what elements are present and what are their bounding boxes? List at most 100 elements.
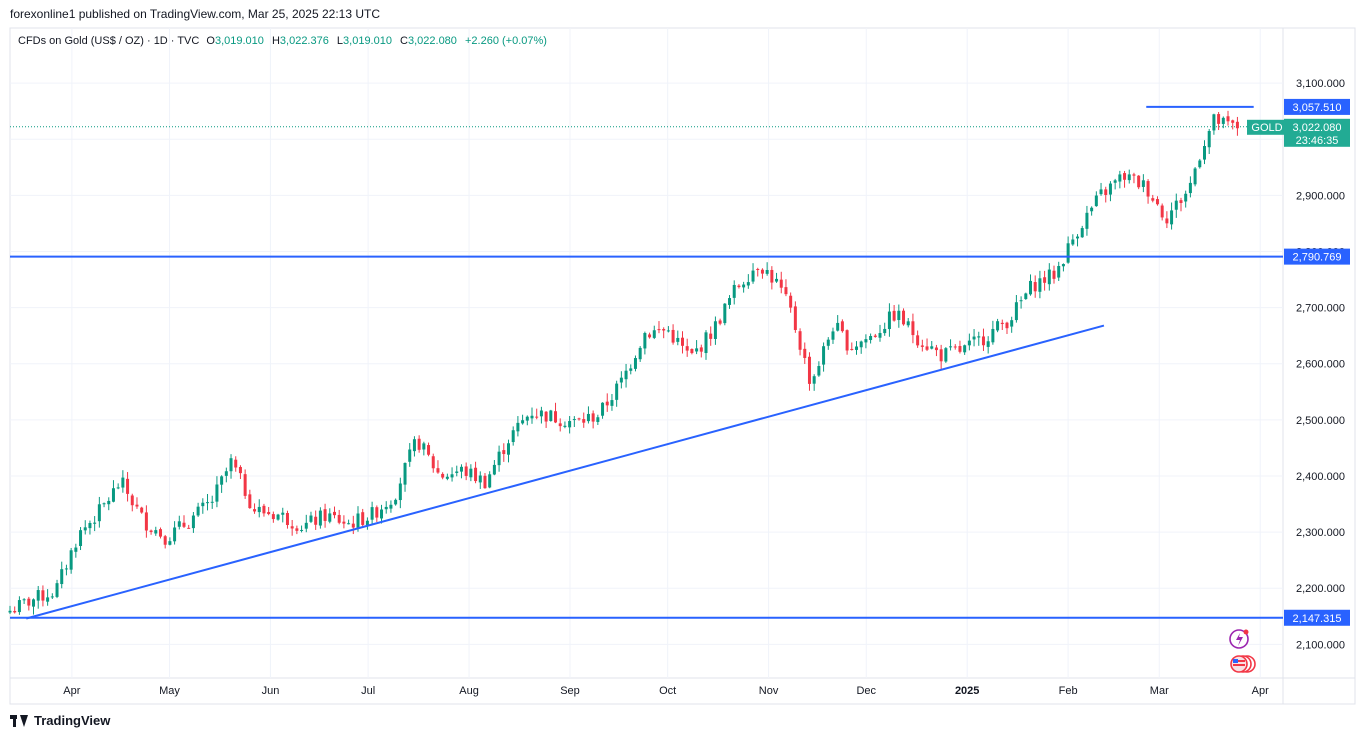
candle-body [610,400,614,406]
candle-body [351,523,355,528]
candle-body [1066,243,1070,263]
candle-body [1212,114,1216,131]
level-price-label: 3,057.510 [1293,102,1342,114]
y-tick-label: 3,100.000 [1296,78,1345,90]
x-tick-label: Nov [759,685,779,697]
candle-body [539,410,543,417]
candle-body [586,413,590,422]
high-value: 3,022.376 [279,35,329,47]
candle-body [836,322,840,331]
candle-body [544,411,548,422]
candle-body [126,478,130,494]
candle-body [88,523,92,529]
candle-body [812,376,816,384]
us-flag-events-icon[interactable] [1230,655,1256,673]
candle-body [1235,121,1239,129]
candle-body [615,383,619,400]
x-tick-label: Mar [1150,685,1169,697]
y-tick-label: 2,300.000 [1296,527,1345,539]
candle-body [742,284,746,288]
symbol-tag [1247,119,1287,135]
candle-body [892,310,896,321]
candle-body [177,521,181,527]
candle-body [991,328,995,343]
candle-body [1179,200,1183,204]
candle-body [939,349,943,362]
candle-body [789,295,793,308]
candle-body [144,512,148,531]
candle-body [60,569,64,585]
candle-body [215,484,219,502]
x-tick-label: 2025 [955,685,979,697]
candle-body [558,423,562,427]
candle-body [662,329,666,331]
trend-line[interactable] [26,324,1105,620]
candle-body [17,600,21,613]
y-tick-label: 2,100.000 [1296,639,1345,651]
candle-body [234,459,238,468]
candle-body [1132,174,1136,176]
current-price-tag [1284,118,1350,147]
x-tick-label: Apr [1252,685,1269,697]
candle-body [1094,195,1098,207]
candle-body [1104,189,1108,195]
candle-body [361,512,365,525]
candle-body [516,422,520,432]
candle-body [911,321,915,336]
candle-body [210,501,214,503]
candle-body [525,416,529,421]
candle-body [535,416,539,418]
level-price-label: 2,790.769 [1293,252,1342,264]
candle-body [1221,117,1225,124]
candle-body [375,507,379,518]
candle-body [1033,282,1037,292]
candle-body [394,499,398,505]
candle-body [930,346,934,349]
candle-body [431,456,435,469]
candle-body [483,475,487,489]
candle-body [300,529,304,531]
candle-body [732,284,736,298]
candle-body [1005,322,1009,329]
candle-body [55,583,59,597]
candle-body [384,506,388,510]
candle-body [582,419,586,423]
candle-body [695,348,699,352]
candle-body [74,547,78,552]
candle-body [934,347,938,351]
candle-body [1019,300,1023,302]
candle-body [130,495,134,506]
candle-body [506,443,510,455]
candle-body [427,445,431,455]
candle-body [380,509,384,519]
candle-body [1057,266,1061,278]
change-value: +2.260 (+0.07%) [464,35,547,47]
candle-body [676,337,680,342]
candle-body [1043,277,1047,283]
candle-body [958,346,962,352]
candle-body [897,310,901,321]
tradingview-branding[interactable]: TradingView [10,713,110,728]
candle-body [229,458,233,472]
candle-body [854,346,858,350]
candle-body [1028,280,1032,295]
candle-body [318,510,322,526]
candle-body [746,282,750,286]
candle-body [276,514,280,520]
candle-body [1184,193,1188,202]
x-tick-label: Oct [659,685,676,697]
candle-body [257,506,261,513]
candle-body [775,278,779,282]
candle-body [831,331,835,340]
candle-body [1146,181,1150,197]
candle-body [281,512,285,515]
candle-body [248,494,252,509]
open-label: O [206,35,215,47]
x-tick-label: May [159,685,180,697]
candle-body [549,410,553,422]
candle-body [728,298,732,305]
economic-events-icon[interactable] [1229,629,1249,649]
candle-body [191,515,195,529]
